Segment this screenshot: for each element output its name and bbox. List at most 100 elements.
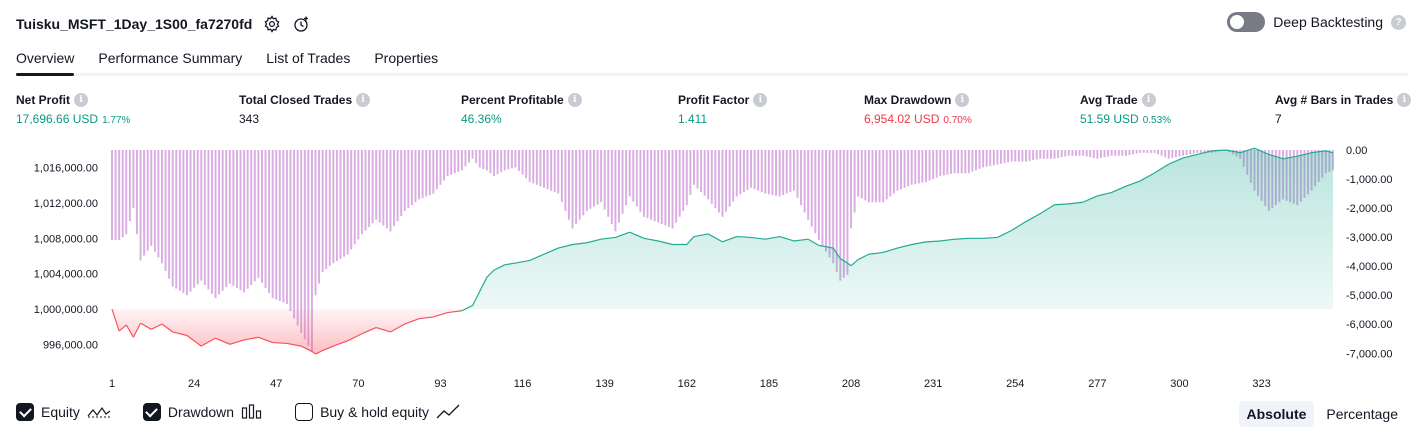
drawdown-bar <box>571 150 574 229</box>
drawdown-bar <box>1107 150 1110 157</box>
metric-value: 343 <box>239 112 260 126</box>
metric-avg-trade: Avg Trade i 51.59 USD 0.53% <box>1080 93 1171 126</box>
drawdown-bar <box>210 150 213 294</box>
drawdown-bar <box>575 150 578 225</box>
drawdown-bar <box>418 150 421 200</box>
chart-mode-switch: Absolute Percentage <box>1238 401 1407 427</box>
drawdown-bar <box>503 150 506 171</box>
drawdown-bar <box>782 150 785 196</box>
percentage-button[interactable]: Percentage <box>1326 406 1398 422</box>
drawdown-bar <box>646 150 649 219</box>
info-icon[interactable]: i <box>1141 93 1156 107</box>
info-icon[interactable]: i <box>753 93 768 107</box>
info-icon[interactable]: i <box>74 93 88 107</box>
drawdown-bar <box>132 150 135 209</box>
drawdown-bar <box>328 150 331 267</box>
drawdown-bar <box>775 150 778 196</box>
tab-properties[interactable]: Properties <box>374 50 439 66</box>
drawdown-bar <box>139 150 142 261</box>
drawdown-bar <box>282 150 285 303</box>
deep-backtesting-toggle[interactable] <box>1227 12 1266 32</box>
drawdown-bar <box>860 150 863 199</box>
metric-value: 1.411 <box>678 112 708 126</box>
drawdown-bar <box>443 150 446 181</box>
drawdown-bar <box>1135 150 1138 154</box>
drawdown-bar <box>557 150 560 194</box>
drawdown-bar <box>457 150 460 172</box>
x-axis-tick: 231 <box>924 378 942 390</box>
drawdown-bar <box>682 150 685 211</box>
drawdown-bar <box>767 150 770 195</box>
drawdown-bar <box>592 150 595 207</box>
left-axis-tick: 1,004,000.00 <box>34 269 98 281</box>
drawdown-bar <box>857 150 860 197</box>
drawdown-bar <box>796 150 799 198</box>
drawdown-bar <box>146 150 149 251</box>
drawdown-bar <box>1007 150 1010 163</box>
drawdown-checkbox[interactable] <box>142 403 161 421</box>
drawdown-bar <box>1114 150 1117 156</box>
drawdown-bar <box>710 150 713 204</box>
absolute-button[interactable]: Absolute <box>1238 401 1315 427</box>
drawdown-bar <box>1042 150 1045 159</box>
drawdown-bar <box>814 150 817 234</box>
drawdown-bar <box>742 150 745 193</box>
drawdown-bar <box>707 150 710 200</box>
drawdown-bar <box>114 150 117 241</box>
drawdown-bar <box>821 150 824 246</box>
drawdown-bar <box>510 150 513 169</box>
settings-icon[interactable] <box>262 14 282 34</box>
equity-chart[interactable]: 1,016,000.00 1,012,000.00 1,008,000.00 1,00… <box>0 140 1424 392</box>
info-icon[interactable]: i <box>356 93 371 107</box>
tab-performance-summary[interactable]: Performance Summary <box>98 50 243 66</box>
drawdown-bar <box>678 150 681 217</box>
drawdown-bar <box>871 150 874 203</box>
drawdown-bar <box>953 150 956 174</box>
drawdown-bar <box>318 150 321 284</box>
drawdown-bar <box>543 150 545 188</box>
buy-hold-checkbox[interactable] <box>295 403 314 421</box>
drawdown-bar <box>1099 150 1102 158</box>
x-axis-tick: 139 <box>596 378 614 390</box>
info-icon[interactable]: i <box>1397 93 1412 107</box>
tab-overview[interactable]: Overview <box>16 44 75 76</box>
legend-equity[interactable]: Equity <box>16 403 111 421</box>
equity-line-icon <box>87 404 111 420</box>
drawdown-bar <box>978 150 981 169</box>
drawdown-bar <box>439 150 442 185</box>
metric-percent: 0.70% <box>943 115 972 126</box>
info-icon[interactable]: i <box>955 93 970 107</box>
drawdown-bar <box>150 150 153 246</box>
drawdown-bar <box>428 150 431 196</box>
metric-net-profit: Net Profit i 17,696.66 USD 1.77% <box>16 93 130 126</box>
drawdown-bar <box>757 150 760 191</box>
drawdown-bar <box>589 150 592 209</box>
drawdown-bar <box>175 150 178 289</box>
tab-list-of-trades[interactable]: List of Trades <box>266 50 351 66</box>
replay-icon[interactable] <box>292 14 312 34</box>
drawdown-bar <box>1089 150 1092 158</box>
legend-equity-label: Equity <box>41 404 80 420</box>
info-icon[interactable]: i <box>567 93 582 107</box>
drawdown-bar <box>746 150 749 190</box>
drawdown-bar <box>157 150 160 258</box>
help-icon[interactable]: ? <box>1391 14 1406 30</box>
drawdown-bar <box>1032 150 1035 161</box>
drawdown-bar <box>789 150 792 193</box>
drawdown-bar <box>246 150 249 289</box>
drawdown-bar <box>714 150 717 209</box>
drawdown-bar <box>596 150 599 205</box>
legend-drawdown[interactable]: Drawdown <box>142 403 263 421</box>
drawdown-bar <box>603 150 606 210</box>
legend-buy-hold[interactable]: Buy & hold equity <box>295 403 460 421</box>
right-axis-tick: -2,000.00 <box>1346 203 1392 215</box>
drawdown-bar <box>825 150 828 252</box>
equity-checkbox[interactable] <box>16 403 34 421</box>
x-axis-tick: 208 <box>842 378 860 390</box>
drawdown-bar <box>875 150 877 203</box>
drawdown-bar <box>942 150 945 176</box>
drawdown-bar <box>164 150 167 271</box>
drawdown-bar <box>1157 150 1160 155</box>
drawdown-bar <box>632 150 635 202</box>
drawdown-bar <box>453 150 456 174</box>
